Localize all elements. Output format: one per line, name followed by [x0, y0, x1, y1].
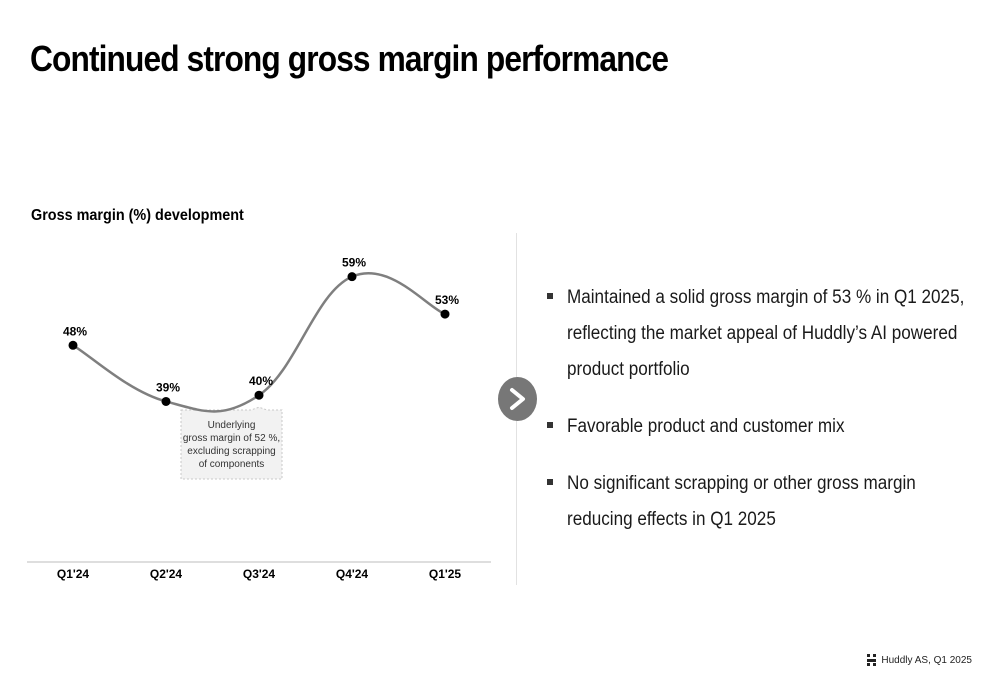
arrow-badge [498, 377, 537, 421]
data-label: 48% [63, 324, 87, 338]
x-tick-label: Q2'24 [150, 567, 183, 581]
footer-text: Huddly AS, Q1 2025 [881, 654, 972, 666]
chevron-right-icon [510, 388, 525, 410]
data-label: 53% [435, 293, 459, 307]
annotation-line: Underlying [208, 420, 256, 431]
x-tick-label: Q1'24 [57, 567, 90, 581]
chart-title: Gross margin (%) development [31, 207, 244, 224]
annotation-line: of components [199, 459, 265, 470]
list-item: Favorable product and customer mix [547, 409, 967, 445]
page-title: Continued strong gross margin performanc… [30, 38, 669, 79]
data-label: 39% [156, 380, 180, 394]
data-point [440, 309, 450, 319]
annotation-line: gross margin of 52 %, [183, 433, 280, 444]
footer: Huddly AS, Q1 2025 [867, 654, 972, 666]
huddly-logo-icon [867, 654, 877, 666]
data-point [68, 340, 78, 350]
x-tick-label: Q1'25 [429, 567, 462, 581]
annotation-line: excluding scrapping [187, 446, 275, 457]
annotation-callout: Underlying gross margin of 52 %, excluding… [180, 406, 283, 480]
data-point [161, 396, 171, 406]
annotation-text: Underlying gross margin of 52 %, excluding… [183, 420, 280, 470]
list-item: Maintained a solid gross margin of 53 % … [547, 280, 967, 388]
x-tick-label: Q4'24 [336, 567, 369, 581]
list-item: No significant scrapping or other gross … [547, 466, 967, 538]
annotation-box [180, 406, 283, 480]
data-point [347, 272, 357, 282]
x-tick-label: Q3'24 [243, 567, 276, 581]
data-point [254, 390, 264, 400]
commentary-list: Maintained a solid gross margin of 53 % … [547, 280, 967, 559]
data-label: 59% [342, 256, 366, 270]
data-label: 40% [249, 374, 273, 388]
